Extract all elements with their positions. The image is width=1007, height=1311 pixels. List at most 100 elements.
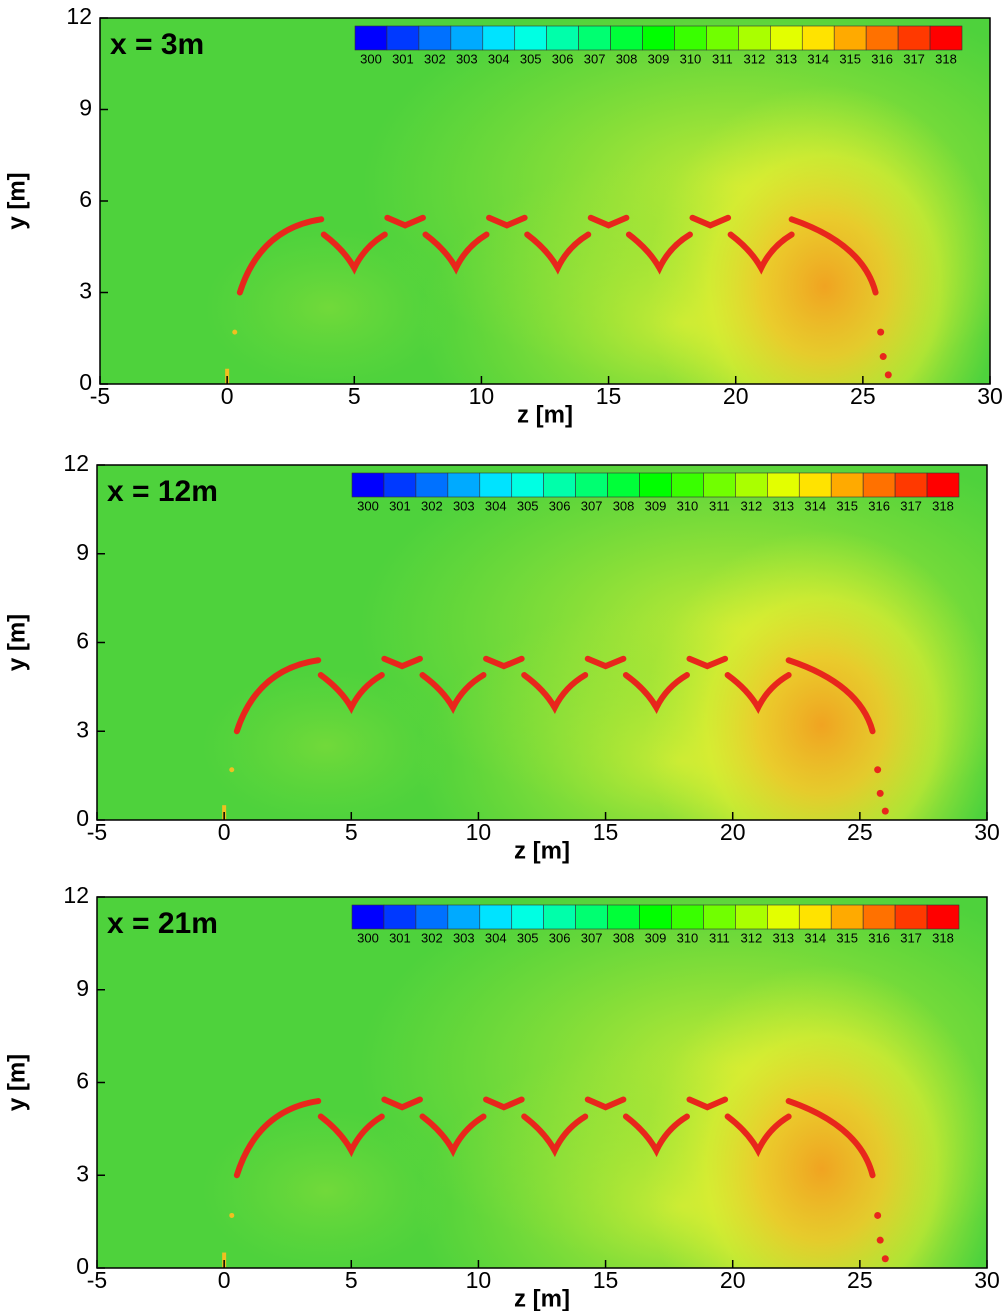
colorbar-cell xyxy=(415,904,449,930)
x-tick-label: 15 xyxy=(593,819,619,845)
colorbar-label: 308 xyxy=(613,498,635,513)
field-cool xyxy=(204,227,454,384)
colorbar-label: 301 xyxy=(389,498,411,513)
colorbar-cell xyxy=(862,472,896,498)
y-tick-label: 0 xyxy=(76,805,89,831)
colorbar-cell xyxy=(607,904,640,930)
colorbar-label: 304 xyxy=(488,51,510,66)
colorbar-cell xyxy=(865,25,899,51)
arch xyxy=(233,657,322,735)
x-axis-label: z [m] xyxy=(514,837,570,864)
arch xyxy=(483,655,525,670)
colorbar-cell xyxy=(738,25,771,51)
y-tick-label: 0 xyxy=(79,369,92,395)
colorbar-label: 306 xyxy=(549,930,571,945)
arch xyxy=(622,672,690,714)
colorbar-label: 317 xyxy=(900,930,922,945)
colorbar-label: 307 xyxy=(584,51,606,66)
y-tick-label: 6 xyxy=(76,1068,89,1094)
arch xyxy=(524,231,592,275)
colorbar-label: 302 xyxy=(421,498,443,513)
arch xyxy=(724,672,792,714)
arch xyxy=(320,231,388,275)
colorbar-cell xyxy=(862,904,896,930)
plot-area xyxy=(97,897,987,1268)
x-tick-label: 10 xyxy=(466,1267,492,1293)
colorbar-label: 309 xyxy=(645,930,667,945)
colorbar-cell xyxy=(642,25,675,51)
arch xyxy=(625,231,693,275)
arch xyxy=(689,214,732,229)
colorbar-label: 305 xyxy=(517,498,539,513)
field-hot xyxy=(643,965,987,1268)
colorbar-cell xyxy=(674,25,707,51)
colorbar-label: 313 xyxy=(775,51,797,66)
arch xyxy=(381,655,423,670)
colorbar-cell xyxy=(767,472,800,498)
arch xyxy=(233,1098,322,1179)
colorbar-label: 300 xyxy=(357,930,379,945)
arch xyxy=(317,1113,385,1158)
colorbar-cell xyxy=(514,25,547,51)
arch xyxy=(317,672,385,714)
plot-area xyxy=(97,465,987,820)
colorbar-label: 310 xyxy=(680,51,702,66)
colorbar-label: 311 xyxy=(709,930,730,945)
colorbar-label: 312 xyxy=(740,498,762,513)
colorbar-label: 304 xyxy=(485,498,507,513)
colorbar-label: 306 xyxy=(552,51,574,66)
field-hot xyxy=(646,85,990,384)
x-tick-label: 25 xyxy=(847,819,873,845)
x-tick-label: 20 xyxy=(723,383,749,409)
y-axis-label: y [m] xyxy=(3,1054,30,1111)
colorbar-cell xyxy=(801,25,835,51)
y-tick-label: 9 xyxy=(79,95,92,121)
colorbar-cell xyxy=(706,25,739,51)
x-tick-label: 5 xyxy=(345,819,358,845)
colorbar-label: 313 xyxy=(772,498,794,513)
colorbar-cell xyxy=(735,472,768,498)
colorbar-cell xyxy=(575,472,608,498)
colorbar-label: 306 xyxy=(549,498,571,513)
colorbar-label: 314 xyxy=(804,498,826,513)
colorbar-cell xyxy=(607,472,640,498)
arch-dot xyxy=(881,807,889,815)
arch-dot xyxy=(877,328,885,336)
arch-dot xyxy=(874,1211,882,1219)
arch xyxy=(587,214,630,229)
colorbar-cell xyxy=(610,25,643,51)
arch xyxy=(788,216,879,296)
arch xyxy=(521,672,589,714)
x-tick-label: -5 xyxy=(87,819,107,845)
colorbar-cell xyxy=(511,472,544,498)
colorbar-cell xyxy=(830,904,864,930)
stub-dot xyxy=(232,329,238,335)
colorbar-cell xyxy=(543,904,576,930)
colorbar-label: 309 xyxy=(648,51,670,66)
colorbar-cell xyxy=(703,472,736,498)
colorbar-cell xyxy=(479,472,513,498)
colorbar-cell xyxy=(575,904,608,930)
arch xyxy=(521,1113,589,1158)
x-tick-label: 5 xyxy=(348,383,361,409)
arch xyxy=(483,1096,525,1111)
colorbar-cell xyxy=(386,25,420,51)
x-tick-label: 15 xyxy=(593,1267,619,1293)
stub-dot xyxy=(229,1212,235,1218)
colorbar-label: 314 xyxy=(807,51,829,66)
field-hot xyxy=(643,530,987,820)
arch xyxy=(686,655,729,670)
colorbar-label: 316 xyxy=(871,51,893,66)
colorbar-cell xyxy=(798,904,832,930)
arch xyxy=(381,1096,423,1111)
y-tick-label: 12 xyxy=(63,882,89,908)
y-axis-label: y [m] xyxy=(3,172,30,229)
colorbar-label: 300 xyxy=(360,51,382,66)
colorbar-cell xyxy=(351,472,385,498)
colorbar-label: 302 xyxy=(421,930,443,945)
x-tick-label: 0 xyxy=(221,383,234,409)
arch xyxy=(727,231,795,275)
arch xyxy=(785,1098,876,1179)
field-cool xyxy=(201,667,451,820)
